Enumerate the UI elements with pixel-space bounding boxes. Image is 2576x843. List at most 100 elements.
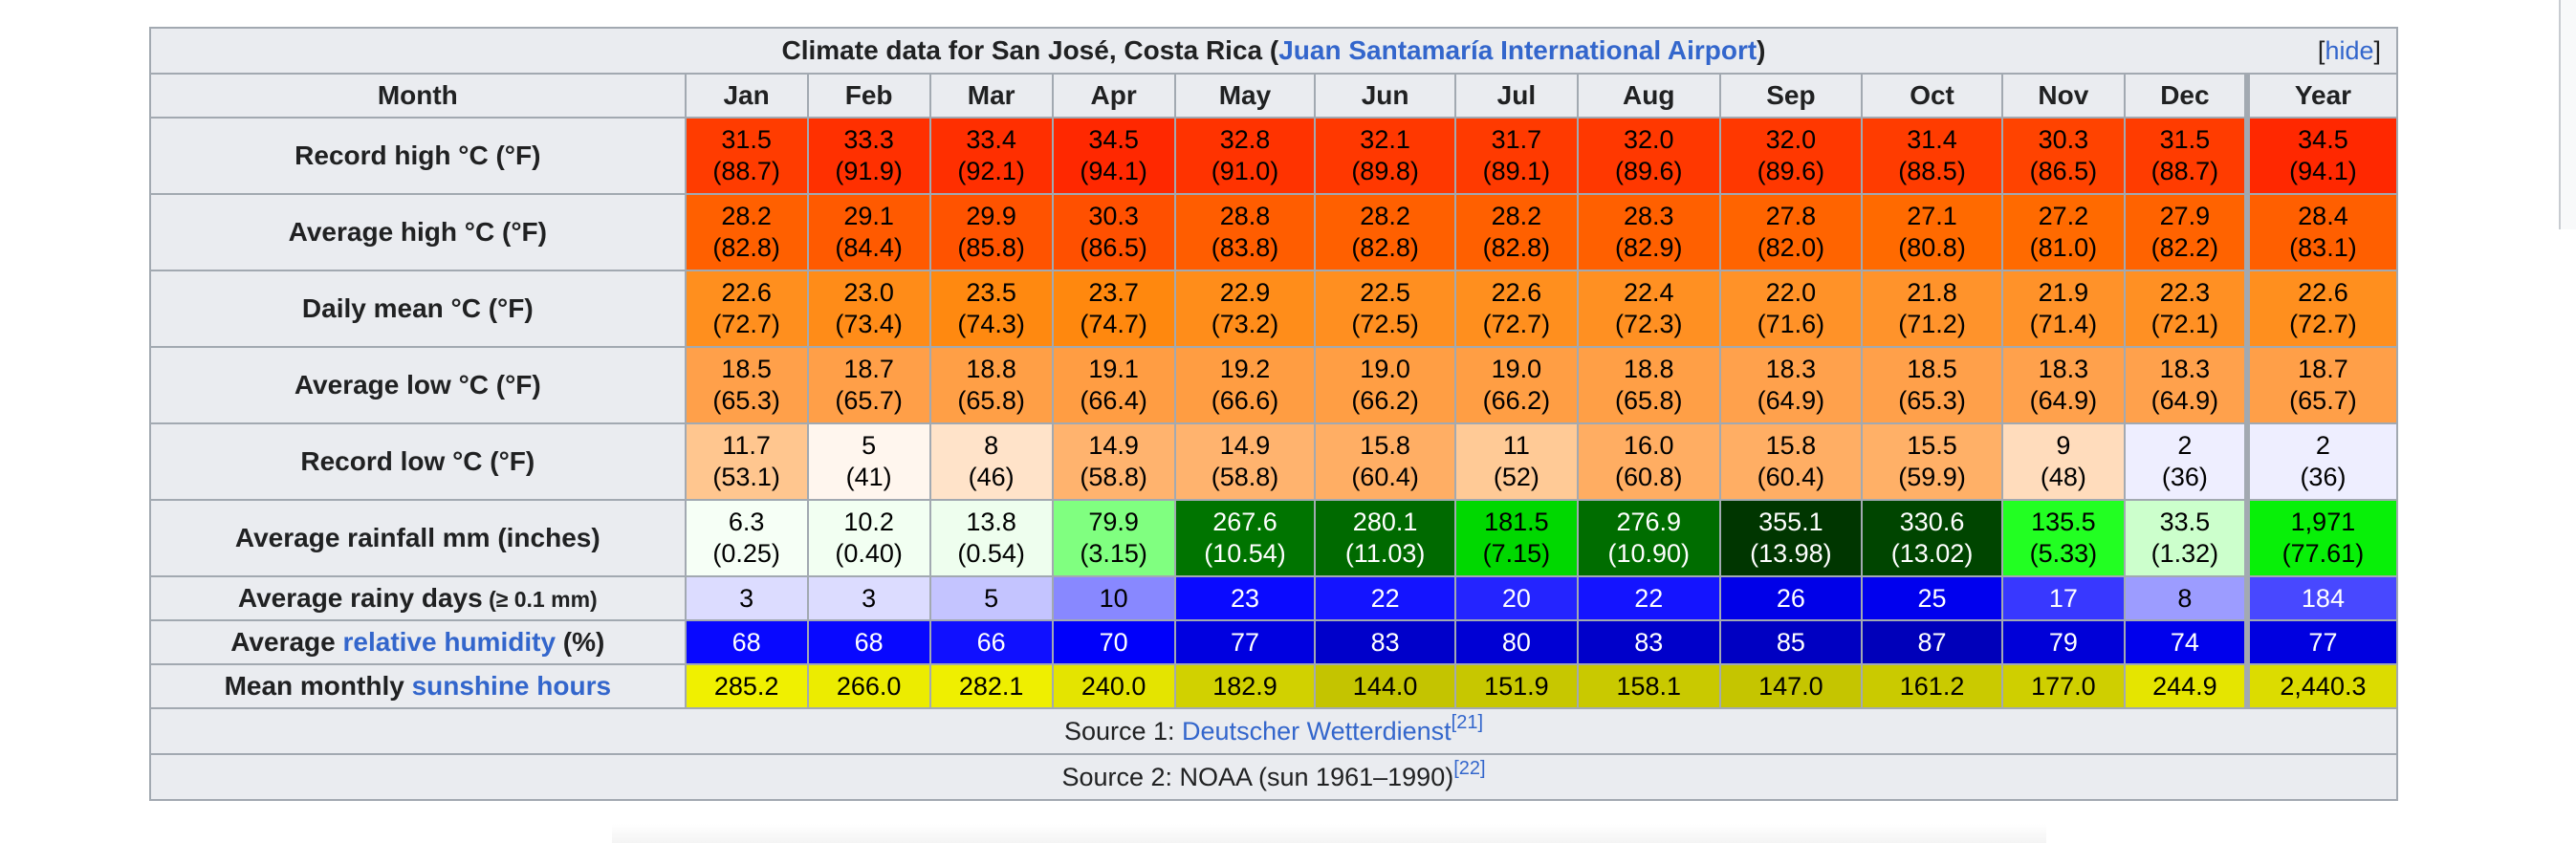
- cell-primary-value: 34.5: [1088, 125, 1139, 154]
- table-row: Average low °C (°F) 18.5 (65.3) 18.7 (65.7) 1…: [149, 346, 2399, 424]
- cell-primary-value: 33.5: [2159, 508, 2211, 536]
- data-cell: 83: [1314, 619, 1456, 665]
- data-cell: 28.4 (83.1): [2243, 193, 2399, 271]
- cell-primary-value: 280.1: [1352, 508, 1418, 536]
- data-cell: 2 (36): [2123, 422, 2248, 501]
- data-cell: 66: [928, 619, 1054, 665]
- source-link[interactable]: Deutscher Wetterdienst: [1182, 716, 1452, 746]
- source-row: Source 1: Deutscher Wetterdienst[21]: [149, 707, 2398, 755]
- cell-primary-value: 31.4: [1907, 125, 1957, 154]
- cell-secondary-value: (65.7): [835, 386, 903, 415]
- cell-secondary-value: (65.8): [957, 386, 1025, 415]
- row-label: Average low °C (°F): [149, 346, 687, 424]
- data-cell: 280.1 (11.03): [1314, 499, 1456, 577]
- reference-link[interactable]: [21]: [1451, 711, 1484, 733]
- row-label-link[interactable]: relative humidity: [342, 627, 557, 657]
- cell-primary-value: 19.0: [1360, 355, 1410, 383]
- cell-primary-value: 15.5: [1907, 431, 1957, 460]
- data-cell: 151.9: [1453, 663, 1579, 709]
- row-label: Average rainy days (≥ 0.1 mm): [149, 575, 687, 621]
- data-cell: 18.3 (64.9): [2000, 346, 2126, 424]
- cell-secondary-value: (86.5): [2029, 157, 2098, 185]
- data-cell: 147.0: [1718, 663, 1864, 709]
- cell-secondary-value: (83.8): [1211, 233, 1279, 262]
- month-header-aug: Aug: [1576, 73, 1721, 119]
- cell-primary-value: 21.9: [2038, 278, 2089, 307]
- climate-table: Climate data for San José, Costa Rica (J…: [149, 27, 2399, 801]
- cell-secondary-value: (86.5): [1080, 233, 1147, 262]
- data-cell: 22.9 (73.2): [1173, 270, 1317, 348]
- cell-primary-value: 18.3: [2159, 355, 2211, 383]
- cell-primary-value: 23.7: [1088, 278, 1139, 307]
- data-cell: 79: [2000, 619, 2126, 665]
- month-header-jan: Jan: [684, 73, 809, 119]
- data-cell: 31.7 (89.1): [1453, 117, 1579, 195]
- cell-primary-value: 15.8: [1360, 431, 1410, 460]
- cell-secondary-value: (60.4): [1757, 463, 1825, 491]
- cell-primary-value: 19.0: [1491, 355, 1542, 383]
- data-cell: 32.0 (89.6): [1718, 117, 1864, 195]
- data-cell: 22.6 (72.7): [1453, 270, 1579, 348]
- airport-link[interactable]: Juan Santamaría International Airport: [1278, 35, 1757, 65]
- cell-secondary-value: (72.5): [1351, 310, 1419, 338]
- cell-primary-value: 22.6: [1491, 278, 1542, 307]
- data-cell: 31.5 (88.7): [684, 117, 809, 195]
- data-cell: 22.5 (72.5): [1314, 270, 1456, 348]
- cell-secondary-value: (88.7): [712, 157, 780, 185]
- cell-secondary-value: (58.8): [1211, 463, 1279, 491]
- cell-secondary-value: (41): [845, 463, 892, 491]
- cell-secondary-value: (82.0): [1757, 233, 1825, 262]
- data-cell: 33.5 (1.32): [2123, 499, 2248, 577]
- data-cell: 285.2: [684, 663, 809, 709]
- cell-secondary-value: (82.9): [1614, 233, 1683, 262]
- cell-primary-value: 1,971: [2290, 508, 2356, 536]
- page-scrollbar[interactable]: [2559, 0, 2576, 229]
- table-row: Average rainfall mm (inches) 6.3 (0.25) 10.…: [149, 499, 2399, 577]
- data-cell: 5: [928, 575, 1054, 621]
- data-cell: 6.3 (0.25): [684, 499, 809, 577]
- data-cell: 22.0 (71.6): [1718, 270, 1864, 348]
- month-header-sep: Sep: [1718, 73, 1864, 119]
- cell-secondary-value: (58.8): [1080, 463, 1147, 491]
- cell-secondary-value: (1.32): [2150, 539, 2219, 568]
- data-cell: 177.0: [2000, 663, 2126, 709]
- cell-primary-value: 18.3: [1765, 355, 1817, 383]
- cell-primary-value: 11.7: [722, 431, 771, 460]
- data-cell: 18.8 (65.8): [928, 346, 1054, 424]
- month-header-apr: Apr: [1051, 73, 1176, 119]
- cell-secondary-value: (48): [2040, 463, 2086, 491]
- cell-secondary-value: (60.4): [1351, 463, 1419, 491]
- cell-secondary-value: (82.2): [2150, 233, 2219, 262]
- month-header-dec: Dec: [2123, 73, 2248, 119]
- cell-secondary-value: (5.33): [2029, 539, 2098, 568]
- data-cell: 80: [1453, 619, 1579, 665]
- hide-button[interactable]: hide: [2325, 36, 2374, 65]
- data-cell: 22.6 (72.7): [2243, 270, 2399, 348]
- cell-primary-value: 21.8: [1907, 278, 1957, 307]
- table-row: Average relative humidity (%) 68 68 66 70 77 8…: [149, 619, 2399, 665]
- cell-primary-value: 18.8: [1623, 355, 1674, 383]
- reference-link[interactable]: [22]: [1453, 757, 1486, 779]
- data-cell: 330.6 (13.02): [1861, 499, 2003, 577]
- data-cell: 34.5 (94.1): [1051, 117, 1176, 195]
- cell-primary-value: 5: [862, 431, 877, 460]
- data-cell: 28.2 (82.8): [684, 193, 809, 271]
- cell-primary-value: 2: [2315, 431, 2330, 460]
- row-label: Record low °C (°F): [149, 422, 687, 501]
- table-row: Average rainy days (≥ 0.1 mm) 3 3 5 10 23 22 20…: [149, 575, 2399, 621]
- table-row: Daily mean °C (°F) 22.6 (72.7) 23.0 (73.4) 23…: [149, 270, 2399, 348]
- data-cell: 32.8 (91.0): [1173, 117, 1317, 195]
- cell-secondary-value: (13.02): [1890, 539, 1974, 568]
- data-cell: 19.1 (66.4): [1051, 346, 1176, 424]
- cell-primary-value: 18.5: [721, 355, 772, 383]
- cell-primary-value: 6.3: [728, 508, 765, 536]
- cell-secondary-value: (46): [968, 463, 1015, 491]
- cell-secondary-value: (73.4): [835, 310, 903, 338]
- cell-primary-value: 28.8: [1219, 202, 1271, 230]
- source-cell: Source 2: NOAA (sun 1961–1990)[22]: [149, 753, 2398, 801]
- cell-secondary-value: (77.61): [2281, 539, 2365, 568]
- row-label-prefix: Mean monthly: [224, 671, 412, 701]
- row-label-link[interactable]: sunshine hours: [411, 671, 612, 701]
- cell-secondary-value: (89.6): [1614, 157, 1683, 185]
- cell-secondary-value: (66.2): [1351, 386, 1419, 415]
